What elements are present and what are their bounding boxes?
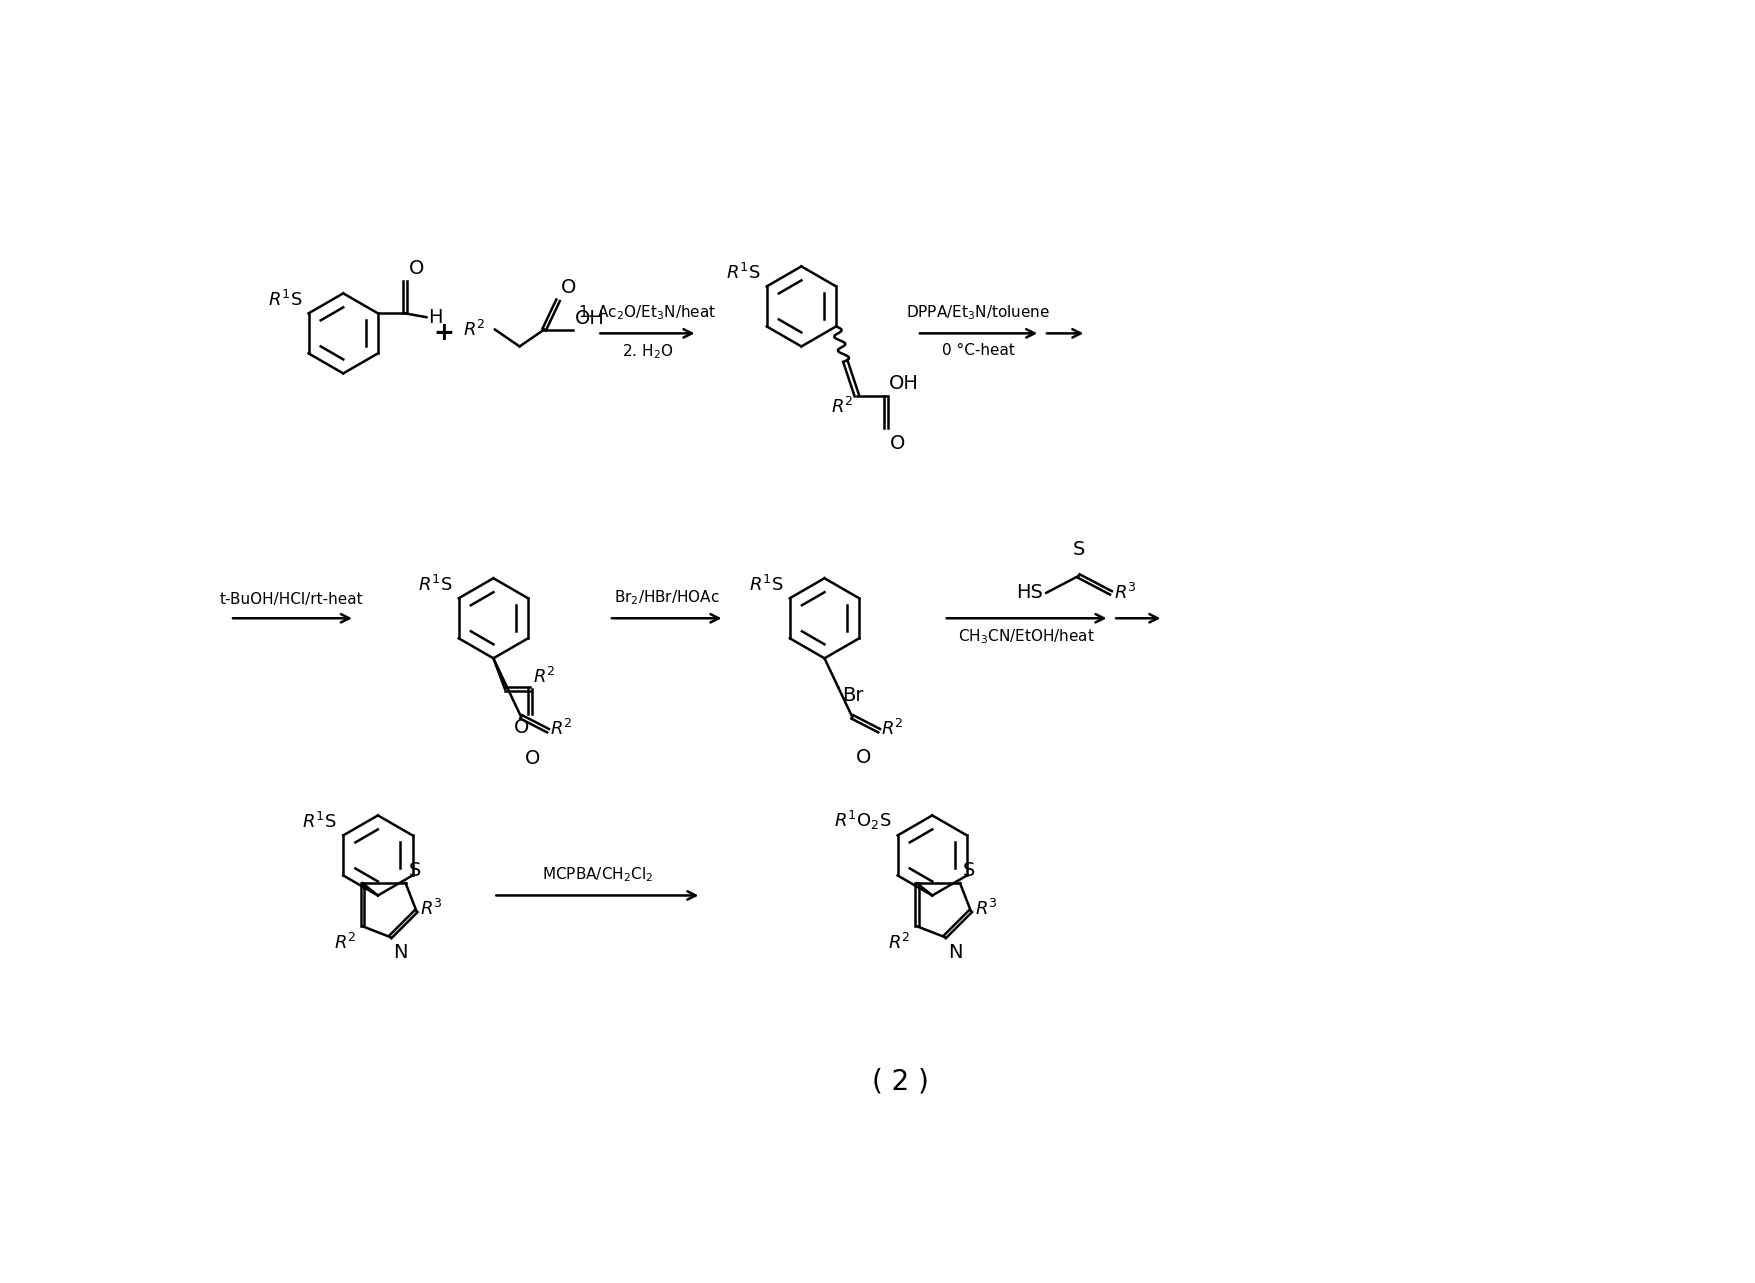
Text: $R^2$: $R^2$: [549, 718, 572, 739]
Text: DPPA/Et$_3$N/toluene: DPPA/Et$_3$N/toluene: [906, 303, 1049, 322]
Text: $R^2$: $R^2$: [333, 933, 356, 952]
Text: $R^1$S: $R^1$S: [302, 812, 337, 833]
Text: $R^1$S: $R^1$S: [418, 575, 453, 595]
Text: $R^2$: $R^2$: [830, 398, 853, 417]
Text: O: O: [562, 278, 576, 298]
Text: +: +: [433, 321, 453, 345]
Text: O: O: [409, 259, 425, 278]
Text: S: S: [1072, 540, 1085, 559]
Text: MCPBA/CH$_2$Cl$_2$: MCPBA/CH$_2$Cl$_2$: [541, 865, 653, 884]
Text: OH: OH: [888, 375, 918, 394]
Text: $R^2$: $R^2$: [462, 319, 484, 340]
Text: O: O: [890, 434, 906, 453]
Text: 2. H$_2$O: 2. H$_2$O: [621, 343, 672, 362]
Text: ( 2 ): ( 2 ): [870, 1067, 928, 1096]
Text: O: O: [856, 748, 870, 767]
Text: N: N: [393, 943, 407, 962]
Text: O: O: [514, 718, 530, 738]
Text: t-BuOH/HCl/rt-heat: t-BuOH/HCl/rt-heat: [219, 591, 363, 607]
Text: $R^2$: $R^2$: [881, 718, 904, 739]
Text: CH$_3$CN/EtOH/heat: CH$_3$CN/EtOH/heat: [958, 627, 1095, 647]
Text: $R^3$: $R^3$: [1113, 582, 1135, 603]
Text: N: N: [948, 943, 962, 962]
Text: $R^3$: $R^3$: [419, 898, 442, 919]
Text: $R^1$S: $R^1$S: [267, 290, 302, 310]
Text: $R^1$S: $R^1$S: [725, 263, 760, 284]
Text: Br: Br: [842, 686, 863, 706]
Text: $R^1$O$_2$S: $R^1$O$_2$S: [834, 810, 892, 833]
Text: O: O: [525, 749, 541, 769]
Text: $R^2$: $R^2$: [534, 667, 556, 686]
Text: 1. Ac$_2$O/Et$_3$N/heat: 1. Ac$_2$O/Et$_3$N/heat: [577, 303, 716, 322]
Text: OH: OH: [574, 309, 604, 328]
Text: 0 °C-heat: 0 °C-heat: [941, 343, 1014, 358]
Text: S: S: [409, 861, 421, 880]
Text: $R^1$S: $R^1$S: [749, 575, 783, 595]
Text: H: H: [428, 308, 442, 327]
Text: S: S: [962, 861, 976, 880]
Text: Br$_2$/HBr/HOAc: Br$_2$/HBr/HOAc: [614, 588, 720, 607]
Text: HS: HS: [1016, 584, 1042, 602]
Text: $R^3$: $R^3$: [974, 898, 997, 919]
Text: $R^2$: $R^2$: [888, 933, 911, 952]
